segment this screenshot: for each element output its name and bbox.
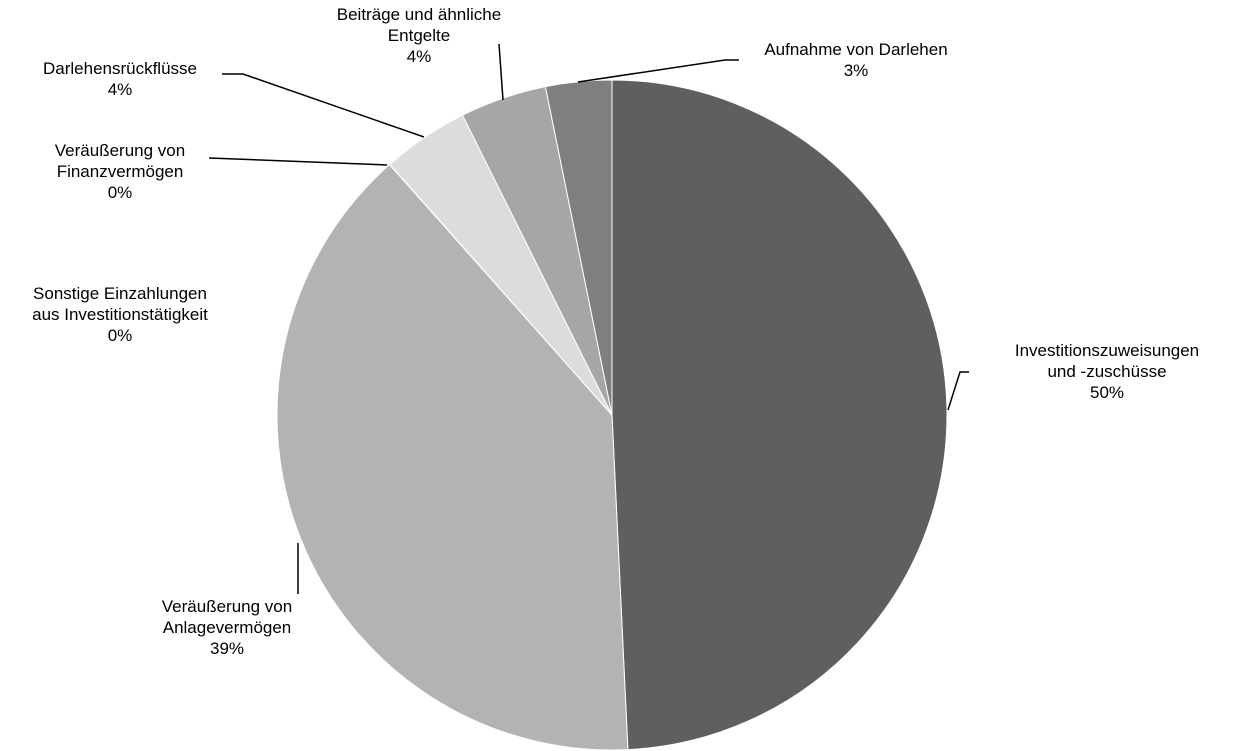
slice-name-label: Sonstige Einzahlungen bbox=[33, 284, 207, 303]
slice-name-label: Darlehensrückflüsse bbox=[43, 59, 197, 78]
leader-line bbox=[222, 73, 425, 138]
leader-lines bbox=[208, 43, 969, 594]
slice-name-label: aus Investitionstätigkeit bbox=[32, 305, 208, 324]
pie-slice-investitionszuweisungen-und-zuschuesse bbox=[611, 79, 948, 751]
slice-percent-label: 0% bbox=[108, 326, 133, 345]
slice-percent-label: 50% bbox=[1090, 383, 1124, 402]
slice-percent-label: 0% bbox=[108, 183, 133, 202]
slice-name-label: und -zuschüsse bbox=[1047, 362, 1166, 381]
slice-percent-label: 39% bbox=[210, 639, 244, 658]
leader-line bbox=[498, 43, 504, 101]
leader-line bbox=[947, 371, 969, 411]
slice-label: Veräußerung von Anlagevermögen 39% bbox=[162, 597, 292, 658]
pie-slice-veraeusserung-von-anlagevermoegen bbox=[276, 163, 629, 751]
slice-name-label: Finanzvermögen bbox=[57, 162, 184, 181]
slice-label: Veräußerung von Finanzvermögen 0% bbox=[55, 141, 185, 202]
slice-percent-label: 4% bbox=[108, 80, 133, 99]
slice-label: Darlehensrückflüsse 4% bbox=[43, 59, 197, 99]
slice-name-label: Veräußerung von bbox=[55, 141, 185, 160]
pie-slices bbox=[276, 79, 948, 751]
slice-percent-label: 3% bbox=[844, 61, 869, 80]
slice-label: Beiträge und ähnliche Entgelte 4% bbox=[337, 5, 501, 66]
slice-name-label: Veräußerung von bbox=[162, 597, 292, 616]
slice-label: Sonstige Einzahlungen aus Investitionstät… bbox=[32, 284, 208, 345]
slice-percent-label: 4% bbox=[407, 47, 432, 66]
slice-name-label: Investitionszuweisungen bbox=[1015, 341, 1199, 360]
slice-name-label: Entgelte bbox=[388, 26, 450, 45]
slice-label: Aufnahme von Darlehen 3% bbox=[764, 40, 947, 80]
leader-line bbox=[577, 59, 739, 83]
slice-name-label: Beiträge und ähnliche bbox=[337, 5, 501, 24]
leader-line bbox=[208, 157, 388, 166]
slice-label: Investitionszuweisungen und -zuschüsse 50% bbox=[1015, 341, 1199, 402]
slice-name-label: Aufnahme von Darlehen bbox=[764, 40, 947, 59]
slice-name-label: Anlagevermögen bbox=[163, 618, 292, 637]
slice-labels: Investitionszuweisungen und -zuschüsse 50%… bbox=[32, 5, 1199, 658]
